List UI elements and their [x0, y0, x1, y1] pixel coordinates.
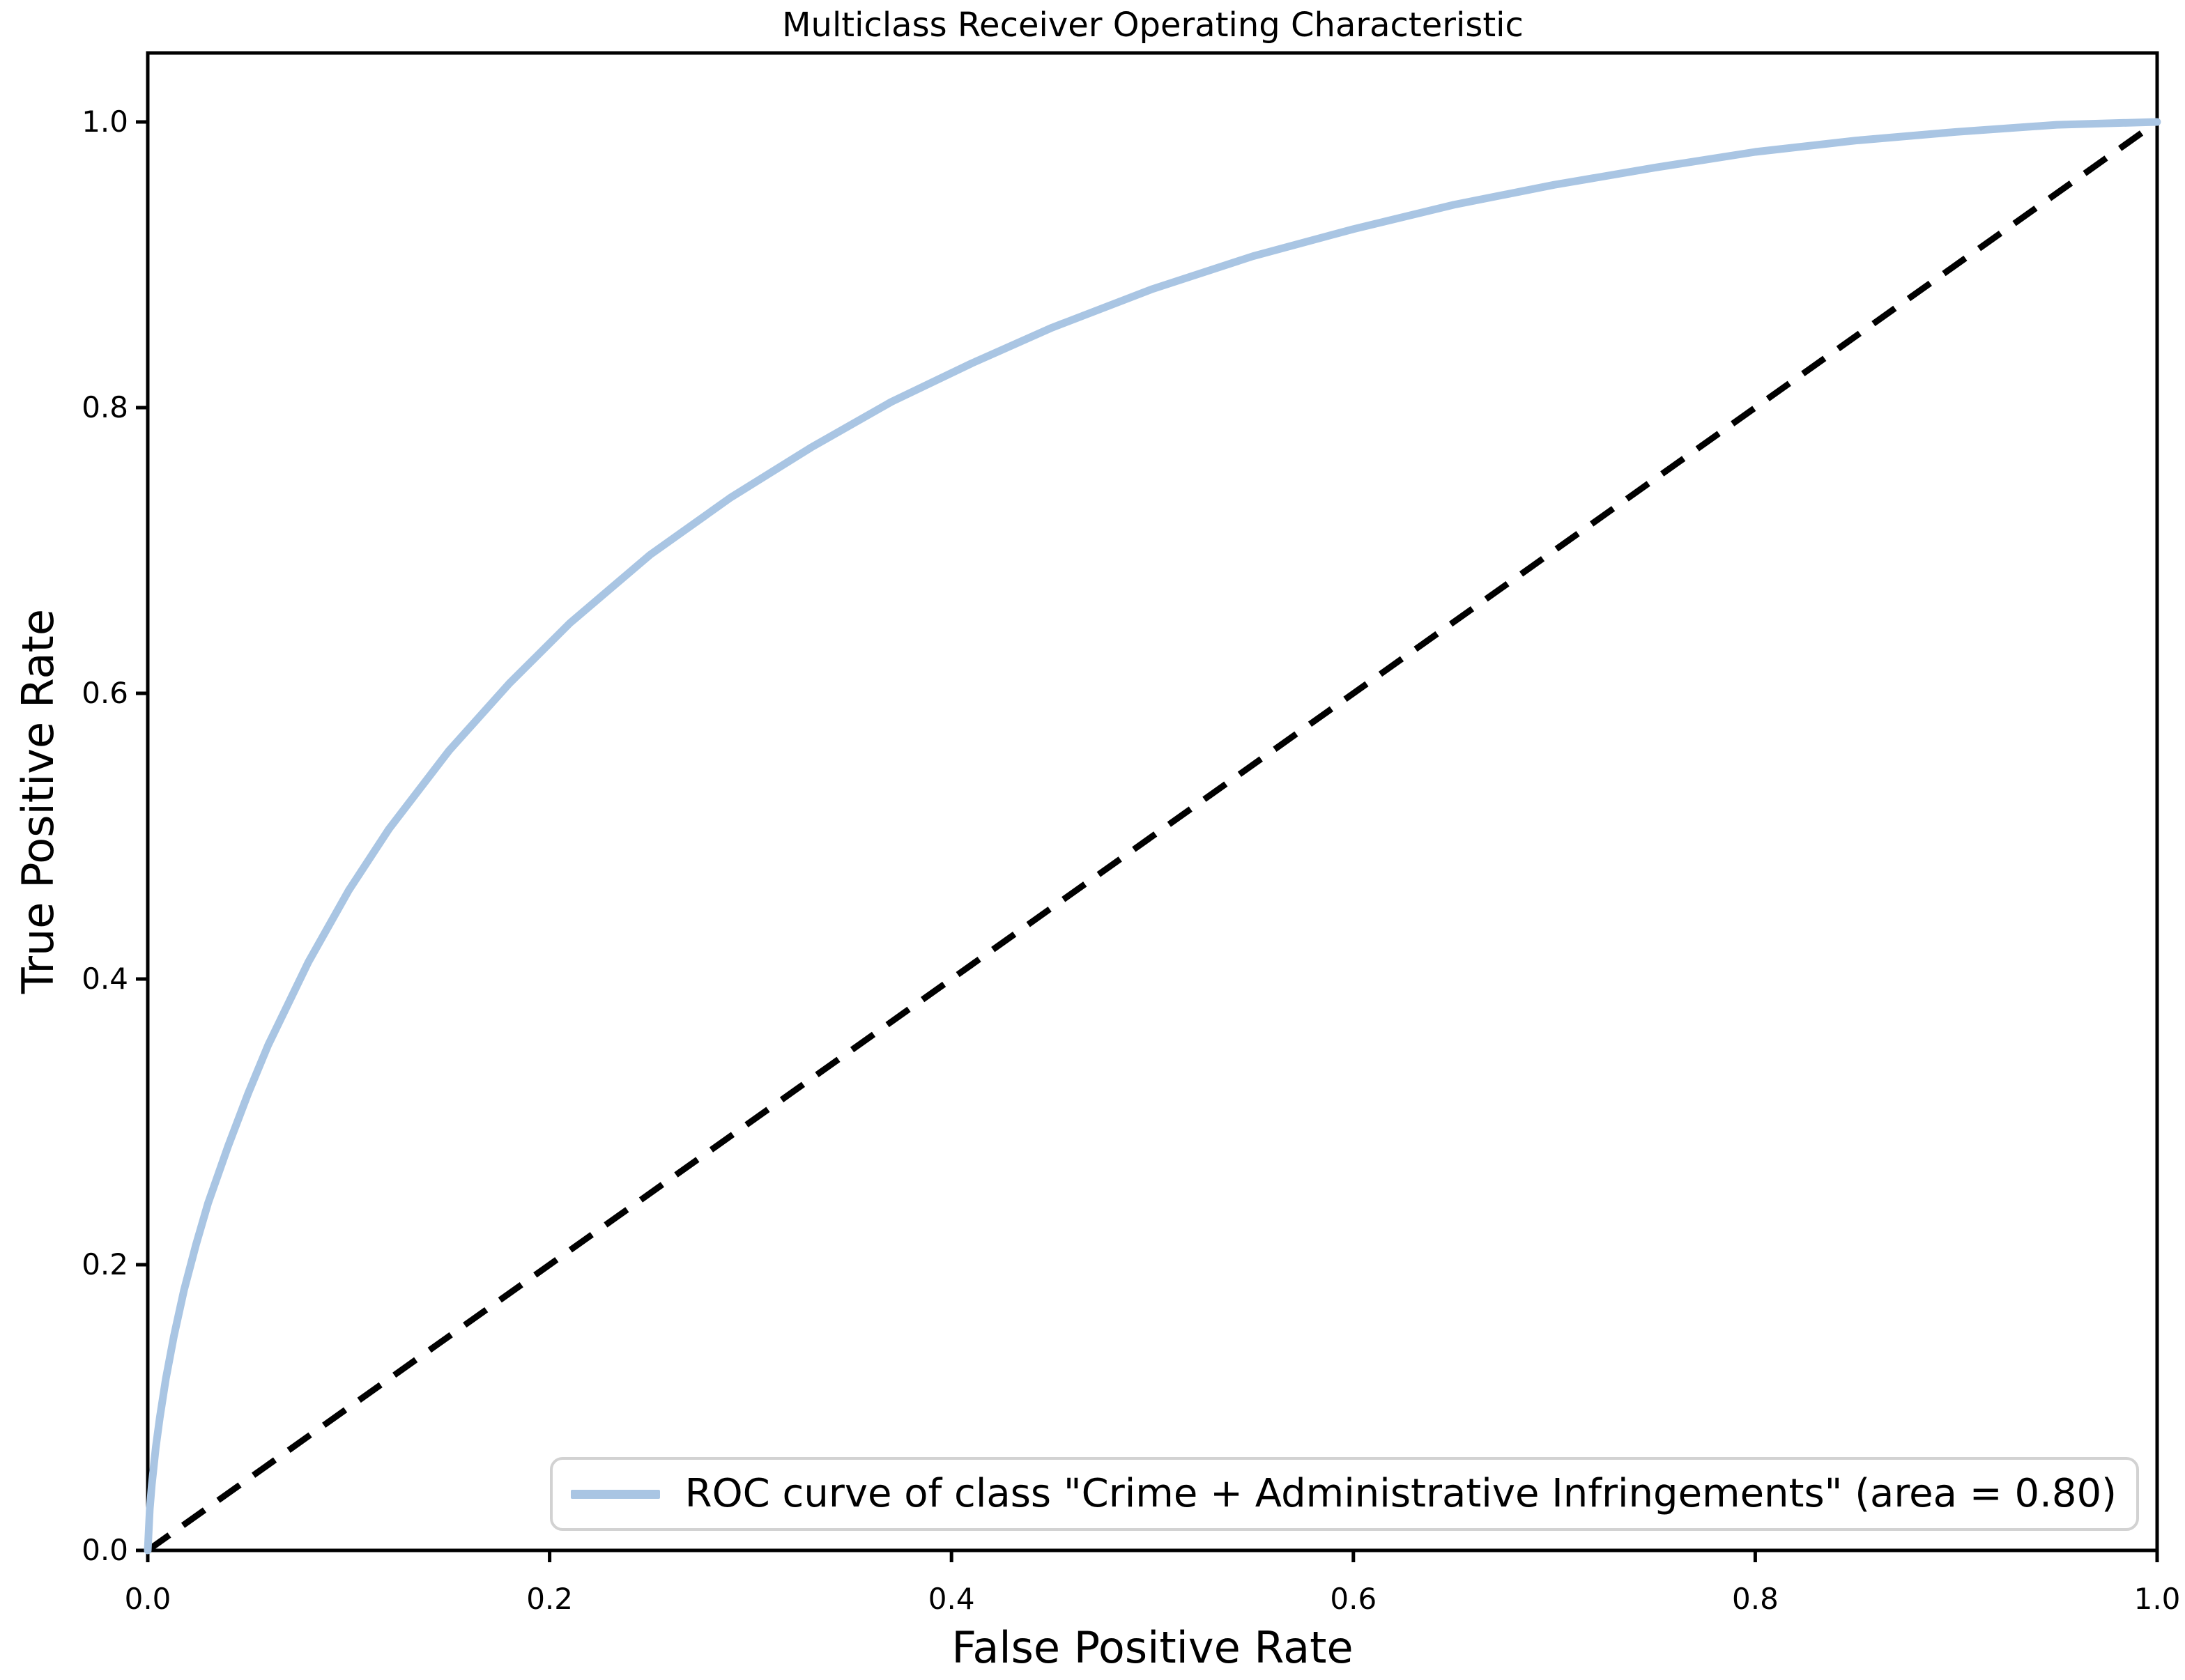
legend: ROC curve of class "Crime + Administrati…: [549, 1457, 2139, 1531]
x-axis-label: False Positive Rate: [951, 1622, 1354, 1673]
y-axis-label-wrap: True Positive Rate: [13, 53, 63, 1550]
x-tick-label: 0.2: [526, 1582, 573, 1616]
x-tick-label: 0.0: [124, 1582, 171, 1616]
legend-label: ROC curve of class "Crime + Administrati…: [684, 1471, 2117, 1516]
y-tick-label: 0.2: [82, 1247, 128, 1281]
y-tick-label: 1.0: [82, 104, 128, 139]
roc-curve-line: [144, 118, 2161, 1555]
x-tick-label: 0.6: [1330, 1582, 1377, 1616]
x-axis-label-wrap: False Positive Rate: [148, 1622, 2157, 1673]
x-tick-label: 0.4: [928, 1582, 975, 1616]
y-tick-label: 0.0: [82, 1532, 128, 1567]
chart-title: Multiclass Receiver Operating Characteri…: [782, 6, 1524, 45]
y-tick-label: 0.4: [82, 961, 128, 996]
legend-swatch: [570, 1489, 660, 1499]
x-tick-marks: [146, 1550, 2159, 1562]
x-tick-label: 0.8: [1731, 1582, 1779, 1616]
y-tick-marks: [136, 120, 148, 1552]
y-tick-label: 0.6: [82, 675, 128, 710]
chance-diagonal-line: [146, 119, 2159, 1553]
y-axis-label: True Positive Rate: [13, 609, 63, 994]
x-tick-label: 1.0: [2133, 1582, 2181, 1616]
y-tick-label: 0.8: [82, 390, 128, 424]
axes-box: [146, 51, 2159, 1552]
